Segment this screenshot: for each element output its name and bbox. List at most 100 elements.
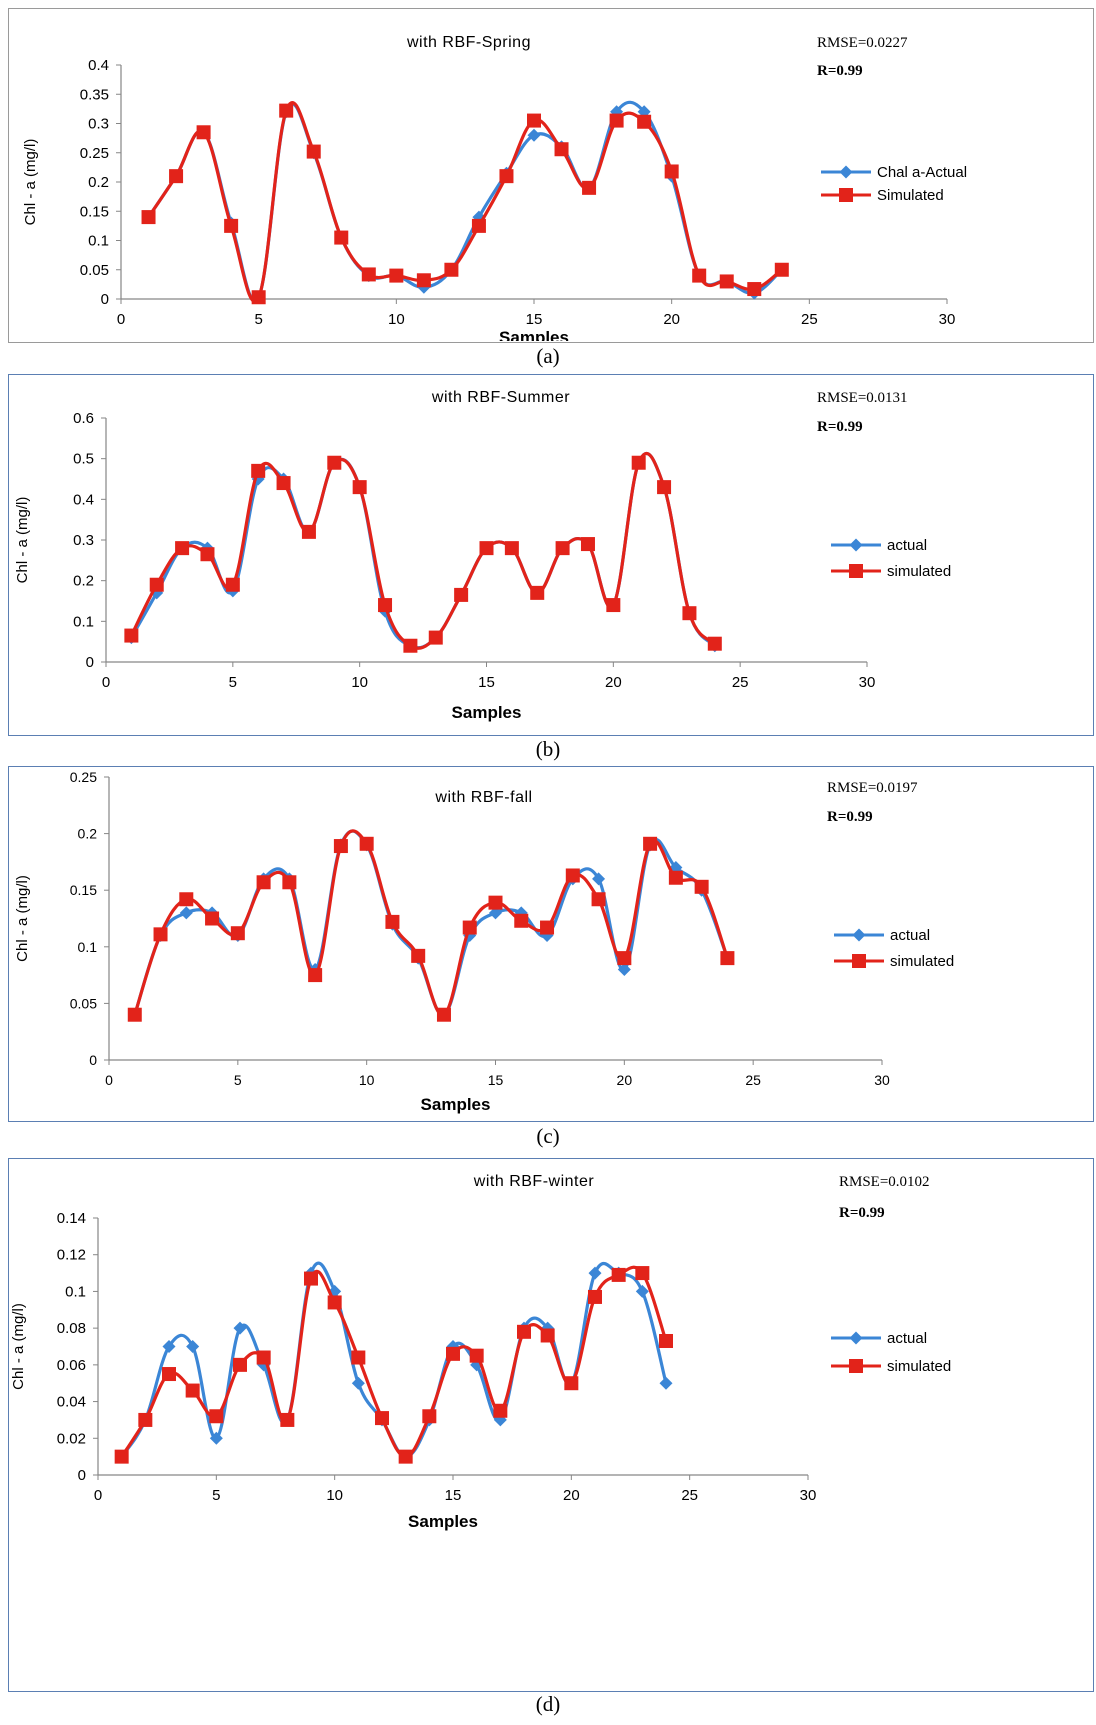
y-tick-label: 0.3	[88, 116, 109, 133]
x-tick-label: 25	[745, 1072, 761, 1088]
data-point	[205, 911, 220, 926]
data-point	[682, 606, 697, 621]
y-tick-label: 0.04	[57, 1394, 86, 1411]
data-point	[659, 1333, 673, 1348]
data-point	[454, 587, 469, 602]
x-tick-label: 10	[326, 1487, 343, 1504]
x-tick-label: 25	[732, 674, 749, 691]
data-point	[591, 892, 606, 907]
data-point	[504, 541, 519, 556]
rmse-label: RMSE=0.0131	[817, 390, 908, 406]
legend-label: Chal a-Actual	[877, 164, 967, 181]
x-tick-label: 15	[445, 1487, 462, 1504]
y-tick-label: 0.35	[80, 86, 109, 103]
data-point	[580, 537, 595, 552]
data-point	[162, 1340, 176, 1353]
data-point	[631, 455, 646, 470]
data-point	[422, 1409, 437, 1424]
chart-winter: 0 0.02 0.04 0.06 0.08 0.1 0.12 0.14 0 5 10 15 20 25 30…	[10, 1173, 951, 1531]
data-point	[564, 1376, 579, 1391]
data-point	[403, 638, 418, 653]
data-point	[774, 262, 789, 277]
data-point	[588, 1289, 602, 1304]
y-tick-label: 0.05	[70, 995, 97, 1011]
data-point	[611, 1267, 626, 1282]
r-label: R=0.99	[817, 63, 863, 79]
data-point	[256, 875, 271, 890]
r-label: R=0.99	[817, 419, 863, 435]
data-point	[469, 1348, 484, 1363]
data-point	[196, 125, 211, 140]
y-tick-label: 0.2	[73, 573, 94, 590]
legend-marker	[852, 928, 866, 942]
y-tick-label: 0.1	[73, 613, 94, 630]
chart-title: with RBF-fall	[434, 789, 532, 806]
x-tick-label: 30	[800, 1487, 817, 1504]
r-label: R=0.99	[827, 809, 873, 825]
series-line-simulated	[147, 101, 783, 303]
data-point	[428, 630, 443, 645]
data-point	[635, 1284, 649, 1298]
x-tick-label: 25	[801, 311, 818, 328]
data-point	[124, 628, 139, 643]
data-point	[209, 1431, 223, 1445]
data-point	[444, 262, 459, 277]
y-tick-label: 0.4	[73, 491, 94, 508]
y-tick-label: 0.06	[57, 1357, 86, 1374]
chart-title: with RBF-winter	[473, 1173, 595, 1190]
series-markers	[142, 105, 789, 304]
data-point	[153, 927, 168, 942]
data-point	[540, 1328, 555, 1343]
data-point	[617, 951, 632, 966]
x-tick-label: 10	[351, 674, 368, 691]
data-point	[327, 1295, 342, 1310]
y-tick-label: 0.2	[78, 826, 98, 842]
series-line-simulated	[129, 452, 717, 650]
data-point	[488, 895, 503, 910]
y-axis-label: Chl - a (mg/l)	[10, 1303, 27, 1390]
data-point	[416, 273, 431, 288]
caption-c: (c)	[536, 1124, 560, 1148]
y-tick-label: 0.08	[57, 1320, 86, 1337]
x-axis-label: Samples	[408, 1512, 478, 1531]
y-tick-label: 0.3	[73, 532, 94, 549]
x-tick-label: 20	[605, 674, 622, 691]
series-line-simulated	[133, 829, 729, 1017]
data-point	[657, 480, 672, 495]
y-axis-label: Chl - a (mg/l)	[22, 139, 39, 226]
data-point	[389, 268, 404, 283]
data-point	[185, 1383, 200, 1398]
data-point	[694, 879, 709, 894]
data-point	[138, 1412, 153, 1427]
y-tick-label: 0.5	[73, 451, 94, 468]
data-point	[707, 636, 722, 651]
data-point	[436, 1007, 451, 1022]
data-point	[582, 180, 597, 195]
x-tick-label: 30	[859, 674, 876, 691]
data-point	[209, 1409, 224, 1424]
y-tick-label: 0	[86, 654, 94, 671]
x-tick-label: 15	[526, 311, 543, 328]
legend-marker	[852, 954, 866, 968]
data-point	[251, 290, 266, 305]
y-tick-label: 0	[101, 291, 109, 308]
y-tick-label: 0.05	[80, 262, 109, 279]
data-point	[186, 1340, 200, 1353]
legend-marker	[839, 165, 853, 179]
data-point	[747, 282, 762, 297]
data-point	[225, 577, 240, 592]
data-point	[554, 142, 569, 157]
series-line-actual	[129, 452, 717, 650]
legend-marker	[849, 538, 863, 552]
data-point	[398, 1449, 413, 1464]
x-tick-label: 5	[212, 1487, 220, 1504]
y-tick-label: 0.6	[73, 410, 94, 427]
caption-a: (a)	[536, 344, 560, 368]
y-tick-label: 0.1	[88, 233, 109, 250]
legend-marker	[849, 1331, 863, 1345]
data-point	[169, 169, 184, 184]
data-point	[411, 948, 426, 963]
x-tick-label: 0	[94, 1487, 102, 1504]
y-axis-label: Chl - a (mg/l)	[14, 497, 31, 584]
data-point	[385, 914, 400, 929]
